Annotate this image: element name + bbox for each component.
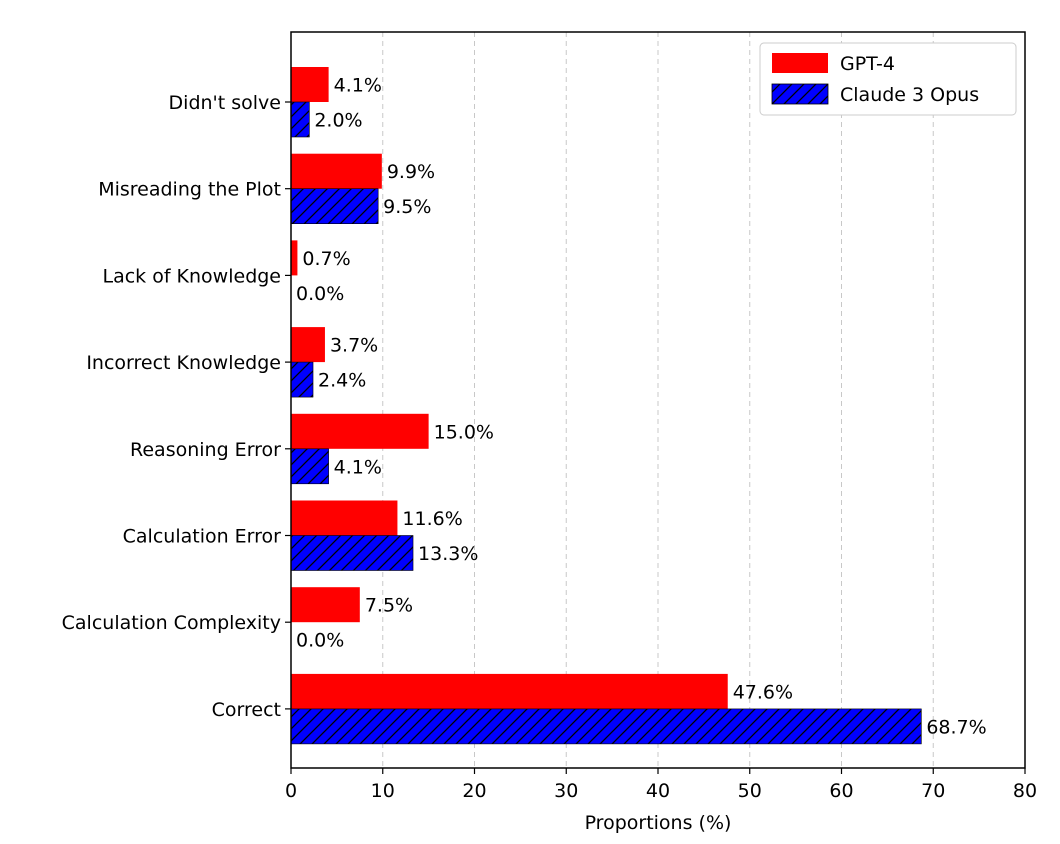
data-label-claude-3-opus-reasoning-error: 4.1% xyxy=(334,456,382,478)
category-label-reasoning-error: Reasoning Error xyxy=(130,439,281,461)
bar-claude-3-opus-reasoning-error xyxy=(290,448,329,485)
bar-gpt-4-incorrect-knowledge xyxy=(291,327,325,363)
legend-swatch-gpt4 xyxy=(772,53,828,73)
data-label-claude-3-opus-misreading-the-plot: 9.5% xyxy=(383,196,431,218)
data-label-gpt-4-didn-t-solve: 4.1% xyxy=(334,75,382,97)
x-tick-label: 80 xyxy=(1013,780,1037,802)
data-label-gpt-4-reasoning-error: 15.0% xyxy=(434,421,494,443)
category-label-incorrect-knowledge: Incorrect Knowledge xyxy=(86,352,281,374)
x-tick-label: 60 xyxy=(829,780,853,802)
y-axis-categories: Didn't solve Misreading the Plot Lack of K… xyxy=(62,92,291,721)
data-label-claude-3-opus-lack-of-knowledge: 0.0% xyxy=(296,283,344,305)
x-tick-label: 70 xyxy=(921,780,945,802)
category-label-misreading-the-plot: Misreading the Plot xyxy=(98,179,281,201)
bar-gpt-4-calculation-complexity xyxy=(291,587,360,623)
data-labels: 4.1% 2.0% 9.9% 9.5% 0.7% 0.0% 3.7% 2.4% 15.0% 4.1… xyxy=(296,75,987,739)
data-label-gpt-4-correct: 47.6% xyxy=(733,681,793,703)
bar-claude-3-opus-calculation-error xyxy=(290,535,414,571)
data-label-claude-3-opus-calculation-error: 13.3% xyxy=(418,543,478,565)
legend-label-gpt4: GPT-4 xyxy=(840,53,895,75)
legend: GPT-4 Claude 3 Opus xyxy=(759,42,1017,116)
bar-gpt-4-calculation-error xyxy=(291,500,398,536)
data-label-gpt-4-incorrect-knowledge: 3.7% xyxy=(330,335,378,357)
x-tick-label: 20 xyxy=(462,780,486,802)
bar-gpt-4-lack-of-knowledge xyxy=(291,240,298,276)
bar-gpt-4-reasoning-error xyxy=(291,413,429,449)
x-tick-label: 50 xyxy=(738,780,762,802)
data-label-gpt-4-misreading-the-plot: 9.9% xyxy=(387,161,435,183)
grid-lines xyxy=(382,32,934,768)
category-label-calculation-complexity: Calculation Complexity xyxy=(62,612,281,634)
x-tick-label: 40 xyxy=(646,780,670,802)
data-label-gpt-4-lack-of-knowledge: 0.7% xyxy=(302,248,350,270)
x-axis-title: Proportions (%) xyxy=(585,812,732,834)
x-axis-ticks: 0 10 20 30 40 50 60 70 80 xyxy=(285,768,1037,802)
data-label-claude-3-opus-didn-t-solve: 2.0% xyxy=(314,110,362,132)
bar-gpt-4-correct xyxy=(291,673,728,709)
data-label-gpt-4-calculation-complexity: 7.5% xyxy=(365,595,413,617)
bar-claude-3-opus-misreading-the-plot xyxy=(290,188,379,224)
x-tick-label: 0 xyxy=(285,780,297,802)
x-tick-label: 10 xyxy=(371,780,395,802)
bar-claude-3-opus-incorrect-knowledge xyxy=(290,361,314,398)
bars xyxy=(290,67,922,745)
data-label-claude-3-opus-correct: 68.7% xyxy=(926,716,986,738)
category-label-calculation-error: Calculation Error xyxy=(123,526,282,548)
x-tick-label: 30 xyxy=(554,780,578,802)
bar-claude-3-opus-didn-t-solve xyxy=(290,101,310,138)
legend-label-claude: Claude 3 Opus xyxy=(840,84,979,106)
data-label-claude-3-opus-calculation-complexity: 0.0% xyxy=(296,630,344,652)
category-label-didn-t-solve: Didn't solve xyxy=(169,92,281,114)
bar-claude-3-opus-correct xyxy=(290,708,922,745)
legend-swatch-claude xyxy=(771,83,829,105)
category-label-correct: Correct xyxy=(212,699,281,721)
data-label-claude-3-opus-incorrect-knowledge: 2.4% xyxy=(318,370,366,392)
bar-gpt-4-didn-t-solve xyxy=(291,67,329,102)
data-label-gpt-4-calculation-error: 11.6% xyxy=(402,508,462,530)
bar-gpt-4-misreading-the-plot xyxy=(291,153,382,189)
category-label-lack-of-knowledge: Lack of Knowledge xyxy=(102,265,281,287)
